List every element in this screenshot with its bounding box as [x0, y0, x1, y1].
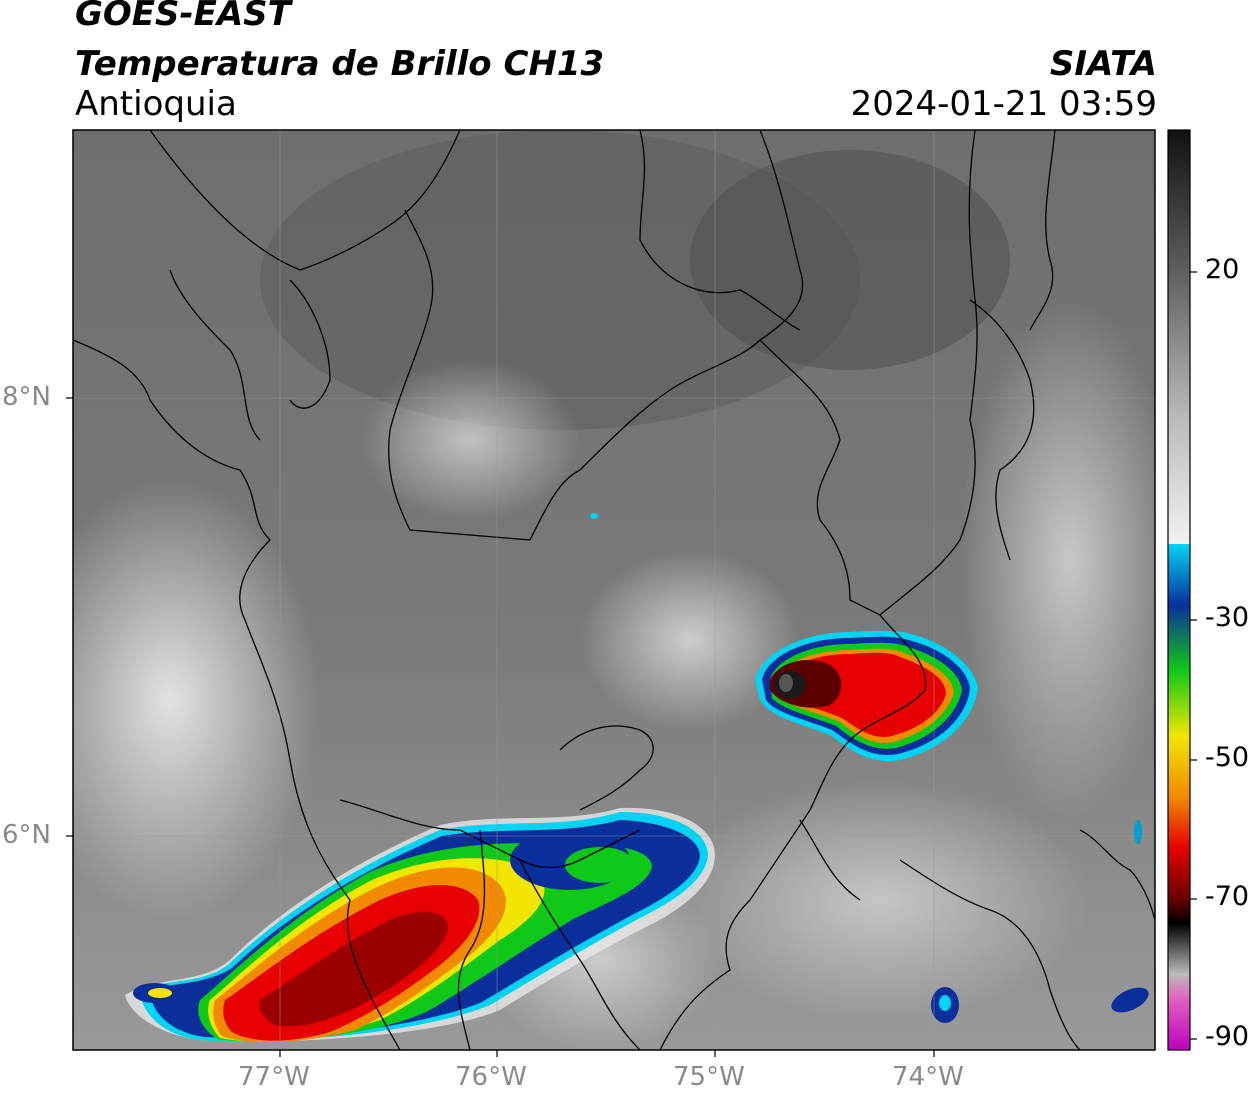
norte-santander-boundary	[1029, 130, 1056, 331]
agency-label: SIATA	[1049, 44, 1157, 84]
colorbar	[1167, 129, 1197, 1051]
satellite-title: GOES-EAST	[75, 0, 291, 34]
colorbar-label-20: 20	[1205, 254, 1240, 285]
map-frame	[72, 129, 1156, 1051]
coastline-west	[73, 339, 401, 1050]
warm-surface-area	[260, 130, 860, 430]
uraba-gulf-east	[289, 279, 331, 409]
cold-cloud-area	[580, 550, 800, 730]
cold-cloud-area	[670, 780, 1090, 1020]
lon-label-76w: 76°W	[455, 1062, 527, 1092]
colorbar-ticks	[1190, 271, 1197, 1040]
municipal-boundary	[559, 725, 654, 811]
east-boundary	[1079, 829, 1155, 921]
colorbar-label-minus30: -30	[1205, 602, 1250, 633]
risaralda-boundary	[457, 829, 486, 1050]
convective-cell-northeast	[755, 630, 978, 761]
colorbar-frame	[1167, 129, 1191, 1051]
municipal-boundary	[799, 819, 861, 901]
region-subtitle: Antioquia	[75, 84, 237, 124]
colorbar-label-minus90: -90	[1205, 1021, 1250, 1052]
bolivar-boundary	[759, 130, 978, 616]
small-convective-cells	[590, 513, 1149, 1023]
boyaca-boundary	[899, 859, 1081, 1050]
map-panel	[73, 130, 1155, 1050]
lon-label-74w: 74°W	[892, 1062, 964, 1092]
colorbar-label-minus50: -50	[1205, 742, 1250, 773]
lat-label-8n: 8°N	[2, 382, 51, 412]
cesar-boundary	[969, 299, 1035, 561]
lon-label-75w: 75°W	[673, 1062, 745, 1092]
antioquia-north-boundary	[388, 130, 804, 541]
coastline-north	[149, 130, 461, 271]
lon-label-77w: 77°W	[238, 1062, 310, 1092]
boundaries	[73, 130, 1155, 1050]
colorbar-label-minus70: -70	[1205, 881, 1250, 912]
cordoba-boundary	[639, 130, 801, 331]
datetime-label: 2024-01-21 03:59	[850, 84, 1157, 124]
axis-ticks	[66, 397, 935, 1057]
colorbar-gray-segment	[1168, 130, 1190, 544]
cold-cloud-area	[960, 300, 1155, 820]
cold-cloud-area	[360, 360, 580, 520]
graticule	[73, 130, 1155, 1050]
warm-surface-area	[690, 150, 1010, 370]
choco-boundary	[339, 799, 641, 869]
convective-cell-southwest	[125, 807, 715, 1043]
cold-cloud-area	[73, 480, 320, 920]
lat-label-6n: 6°N	[2, 820, 51, 850]
colorbar-color-segment	[1168, 544, 1190, 1050]
product-title: Temperatura de Brillo CH13	[75, 44, 605, 84]
caldas-boundary	[519, 859, 641, 1050]
uraba-gulf-west	[169, 269, 261, 441]
santander-boundary	[659, 614, 927, 1050]
